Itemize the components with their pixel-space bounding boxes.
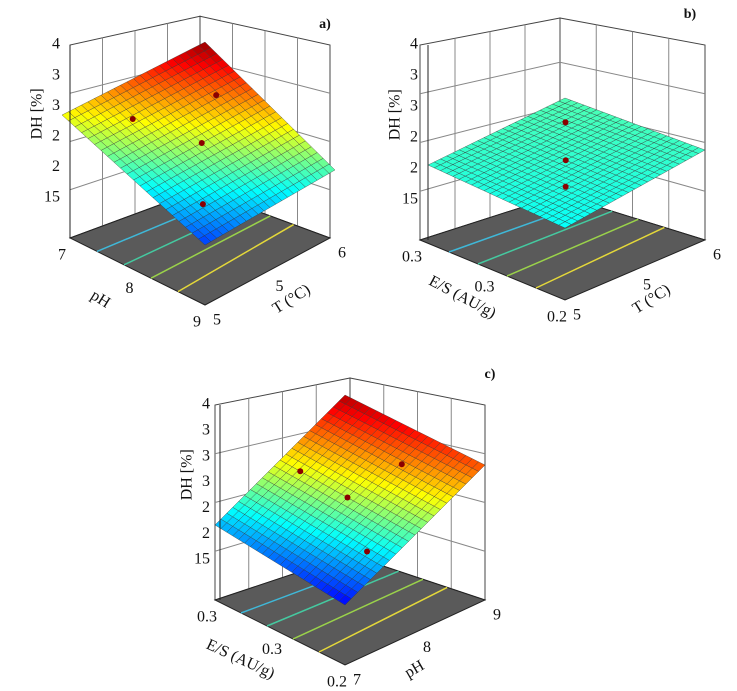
right-tick-label: 5 bbox=[573, 307, 581, 324]
z-axis-title: DH [%] bbox=[179, 449, 196, 500]
z-axis-title: DH [%] bbox=[29, 88, 46, 139]
left-tick-label: 0.2 bbox=[547, 309, 567, 326]
z-tick-label: 3 bbox=[52, 97, 60, 114]
z-tick-label: 3 bbox=[410, 67, 418, 84]
left-tick-label: 8 bbox=[126, 280, 134, 297]
left-tick-label: 0.2 bbox=[327, 674, 347, 691]
design-point bbox=[562, 157, 569, 164]
right-tick-label: 6 bbox=[338, 245, 346, 262]
left-tick-label: 0.3 bbox=[475, 279, 495, 296]
design-point bbox=[344, 494, 351, 501]
z-tick-label: 4 bbox=[202, 396, 210, 413]
floor-contour bbox=[177, 223, 294, 293]
design-point bbox=[129, 115, 136, 122]
right-tick-label: 8 bbox=[423, 639, 431, 656]
z-tick-label: 2 bbox=[410, 129, 418, 146]
panel-label: c) bbox=[485, 367, 496, 382]
design-point bbox=[364, 548, 371, 555]
right-tick-label: 9 bbox=[493, 607, 501, 624]
wall-grid bbox=[419, 61, 706, 95]
design-point bbox=[199, 201, 206, 208]
z-tick-label: 15 bbox=[194, 551, 210, 568]
panel-label: a) bbox=[319, 17, 331, 32]
floor-contour bbox=[292, 578, 424, 640]
design-point bbox=[398, 461, 405, 468]
left-axis-title: pH bbox=[88, 287, 114, 312]
z-tick-label: 4 bbox=[410, 36, 418, 53]
z-tick-label: 2 bbox=[52, 127, 60, 144]
design-point bbox=[198, 140, 205, 146]
right-tick-label: 5 bbox=[643, 277, 651, 294]
left-tick-label: 7 bbox=[58, 247, 66, 264]
right-axis-title: pH bbox=[402, 657, 428, 682]
design-point bbox=[297, 468, 304, 475]
floor-contour bbox=[477, 210, 613, 265]
right-tick-label: 5 bbox=[213, 312, 221, 329]
surface-cell bbox=[691, 147, 706, 154]
z-tick-label: 2 bbox=[410, 160, 418, 177]
floor-contour bbox=[535, 226, 665, 289]
z-tick-label: 2 bbox=[202, 525, 210, 542]
floor-contour bbox=[266, 570, 399, 627]
right-tick-label: 6 bbox=[713, 247, 721, 264]
z-tick-label: 3 bbox=[202, 422, 210, 439]
right-axis-title: T (°C) bbox=[630, 281, 674, 317]
surface-cell bbox=[322, 163, 336, 174]
right-tick-label: 5 bbox=[276, 278, 284, 295]
z-axis-title: DH [%] bbox=[387, 89, 404, 140]
floor-contour bbox=[318, 586, 448, 653]
panel-label: b) bbox=[684, 7, 697, 22]
right-tick-label: 7 bbox=[353, 672, 361, 689]
left-tick-label: 0.3 bbox=[197, 609, 217, 626]
floor-contour bbox=[150, 215, 271, 279]
z-tick-label: 15 bbox=[402, 191, 418, 208]
floor-contour bbox=[506, 218, 639, 277]
z-tick-label: 3 bbox=[52, 66, 60, 83]
left-tick-label: 0.3 bbox=[402, 249, 422, 266]
surface-cell bbox=[471, 461, 486, 472]
left-tick-label: 9 bbox=[193, 314, 201, 331]
z-tick-label: 3 bbox=[410, 98, 418, 115]
z-tick-label: 15 bbox=[44, 189, 60, 206]
z-tick-label: 3 bbox=[202, 447, 210, 464]
z-tick-label: 2 bbox=[52, 158, 60, 175]
design-point bbox=[213, 92, 220, 99]
design-point bbox=[562, 183, 569, 190]
z-tick-label: 2 bbox=[202, 499, 210, 516]
design-point bbox=[562, 119, 569, 126]
z-tick-label: 3 bbox=[202, 473, 210, 490]
z-tick-label: 4 bbox=[52, 36, 60, 53]
left-tick-label: 0.3 bbox=[262, 641, 282, 658]
